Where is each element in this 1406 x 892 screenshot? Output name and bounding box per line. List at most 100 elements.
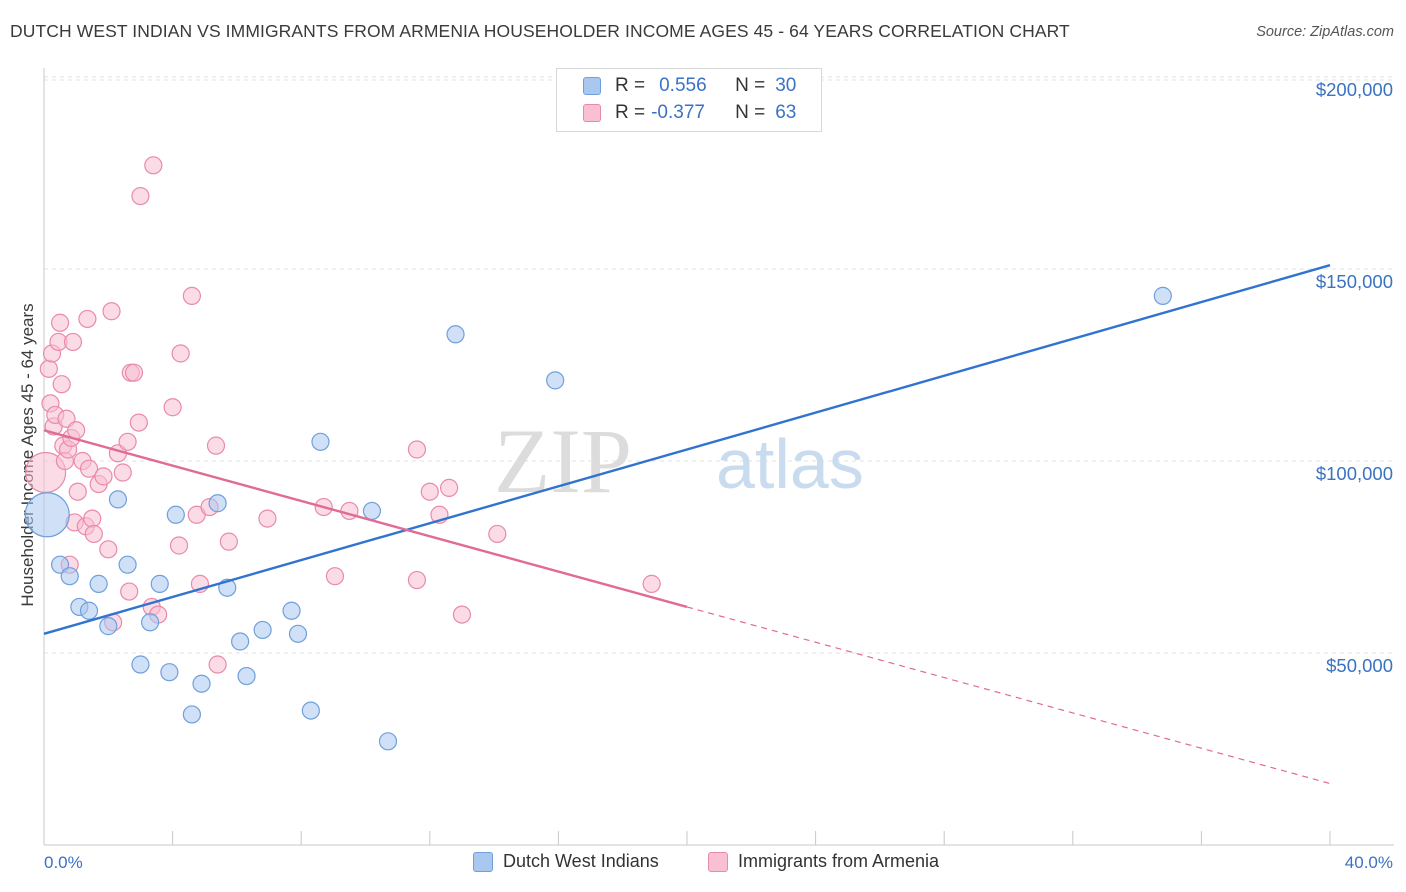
dutch-point <box>182 705 201 724</box>
armenia-point <box>39 359 58 378</box>
dutch-point <box>288 624 308 643</box>
legend-row-dutch: R = 0.556 N = 30 <box>557 73 796 99</box>
legend-r-label: R = <box>615 102 646 123</box>
armenia-point <box>206 436 226 455</box>
dutch-point <box>108 490 128 509</box>
dutch-point <box>24 492 70 538</box>
armenia-point <box>208 655 227 674</box>
armenia-point <box>79 459 99 478</box>
dutch-point <box>140 613 160 632</box>
armenia-point <box>407 440 427 459</box>
y-tick-labels: $50,000 $100,000 $150,000 $200,000 <box>1316 79 1393 676</box>
x-axis-min-label: 0.0% <box>44 853 83 872</box>
dutch-west-indian-points <box>24 286 1172 751</box>
legend-swatch-pink <box>583 104 601 122</box>
dutch-point <box>208 494 227 513</box>
bottom-legend-swatch-pink <box>708 851 728 872</box>
armenia-point <box>325 567 345 586</box>
chart-title: DUTCH WEST INDIAN VS IMMIGRANTS FROM ARM… <box>10 21 1070 41</box>
armenia-point <box>50 313 70 332</box>
dutch-point <box>79 601 99 620</box>
armenia-point <box>118 432 137 451</box>
armenia-point <box>452 605 472 624</box>
armenia-point <box>258 509 277 528</box>
grid-lines <box>44 76 1394 654</box>
dutch-trend-line <box>43 264 1331 635</box>
bottom-legend-armenia: Immigrants from Armenia <box>708 851 939 872</box>
armenia-point <box>83 509 102 528</box>
dutch-point <box>311 432 330 451</box>
legend-r-value: 0.556 <box>659 75 707 96</box>
correlation-legend: R = 0.556 N = 30 R = -0.377 N = 63 <box>556 68 822 132</box>
dutch-point <box>131 655 150 674</box>
armenia-point <box>78 309 97 329</box>
dutch-point <box>160 663 179 682</box>
armenia-point <box>99 540 118 559</box>
armenia-trend-extension <box>686 606 1331 785</box>
armenia-point <box>219 532 238 551</box>
dutch-point <box>301 701 320 720</box>
legend-row-armenia: R = -0.377 N = 63 <box>557 100 796 126</box>
dutch-point <box>231 632 250 651</box>
bottom-legend-label: Immigrants from Armenia <box>738 851 940 871</box>
source-credit: Source: ZipAtlas.com <box>1256 24 1394 40</box>
legend-n-label: N = <box>735 75 766 96</box>
dutch-point <box>253 620 272 640</box>
legend-swatch-blue <box>583 77 601 95</box>
armenia-point <box>63 332 83 352</box>
armenia-point <box>124 363 144 382</box>
legend-n-value: 30 <box>775 75 797 96</box>
y-tick-label: $200,000 <box>1316 79 1393 100</box>
trend-lines <box>43 264 1331 785</box>
dutch-point <box>192 674 211 693</box>
watermark-zip: ZIP <box>494 410 632 512</box>
y-tick-label: $100,000 <box>1316 463 1393 484</box>
dutch-point <box>237 666 256 686</box>
dutch-point <box>118 555 137 574</box>
armenia-point <box>182 286 201 305</box>
armenia-point <box>163 398 182 417</box>
dutch-point <box>378 732 398 751</box>
bottom-legend-swatch-blue <box>473 851 493 872</box>
watermark: ZIP atlas <box>494 410 864 512</box>
dutch-point <box>546 371 565 390</box>
dutch-point <box>1153 286 1172 305</box>
legend-r-label: R = <box>615 75 646 96</box>
armenia-point <box>52 375 71 394</box>
armenia-point <box>113 463 132 482</box>
armenia-point <box>131 186 150 206</box>
armenia-point <box>488 524 507 544</box>
bottom-legend-label: Dutch West Indians <box>503 851 659 871</box>
dutch-point <box>282 601 301 620</box>
armenia-point <box>169 536 189 555</box>
y-tick-label: $150,000 <box>1316 271 1393 292</box>
armenia-point <box>67 421 86 440</box>
legend-n-label: N = <box>735 102 766 123</box>
y-tick-label: $50,000 <box>1326 655 1393 676</box>
bottom-legend-dutch: Dutch West Indians <box>473 851 659 872</box>
dutch-point <box>150 574 169 593</box>
dutch-point <box>60 567 79 586</box>
armenia-point <box>129 413 148 432</box>
armenia-point <box>642 574 661 593</box>
dutch-point <box>362 501 382 521</box>
armenia-trend-line <box>43 429 688 609</box>
armenia-point <box>439 478 459 497</box>
dutch-point <box>446 325 465 344</box>
armenia-point <box>171 344 190 363</box>
watermark-atlas: atlas <box>716 425 864 503</box>
armenia-point <box>102 302 121 321</box>
armenia-point <box>144 156 163 175</box>
x-axis-max-label: 40.0% <box>1344 853 1393 872</box>
armenia-point <box>84 524 103 544</box>
legend-n-value: 63 <box>775 102 797 123</box>
armenia-point <box>420 482 439 501</box>
armenia-point <box>94 467 113 486</box>
dutch-point <box>89 574 108 593</box>
armenia-point <box>68 482 87 501</box>
dutch-point <box>166 505 185 524</box>
legend-r-value: -0.377 <box>651 102 705 123</box>
armenia-point <box>120 582 139 601</box>
dutch-point <box>99 617 118 636</box>
